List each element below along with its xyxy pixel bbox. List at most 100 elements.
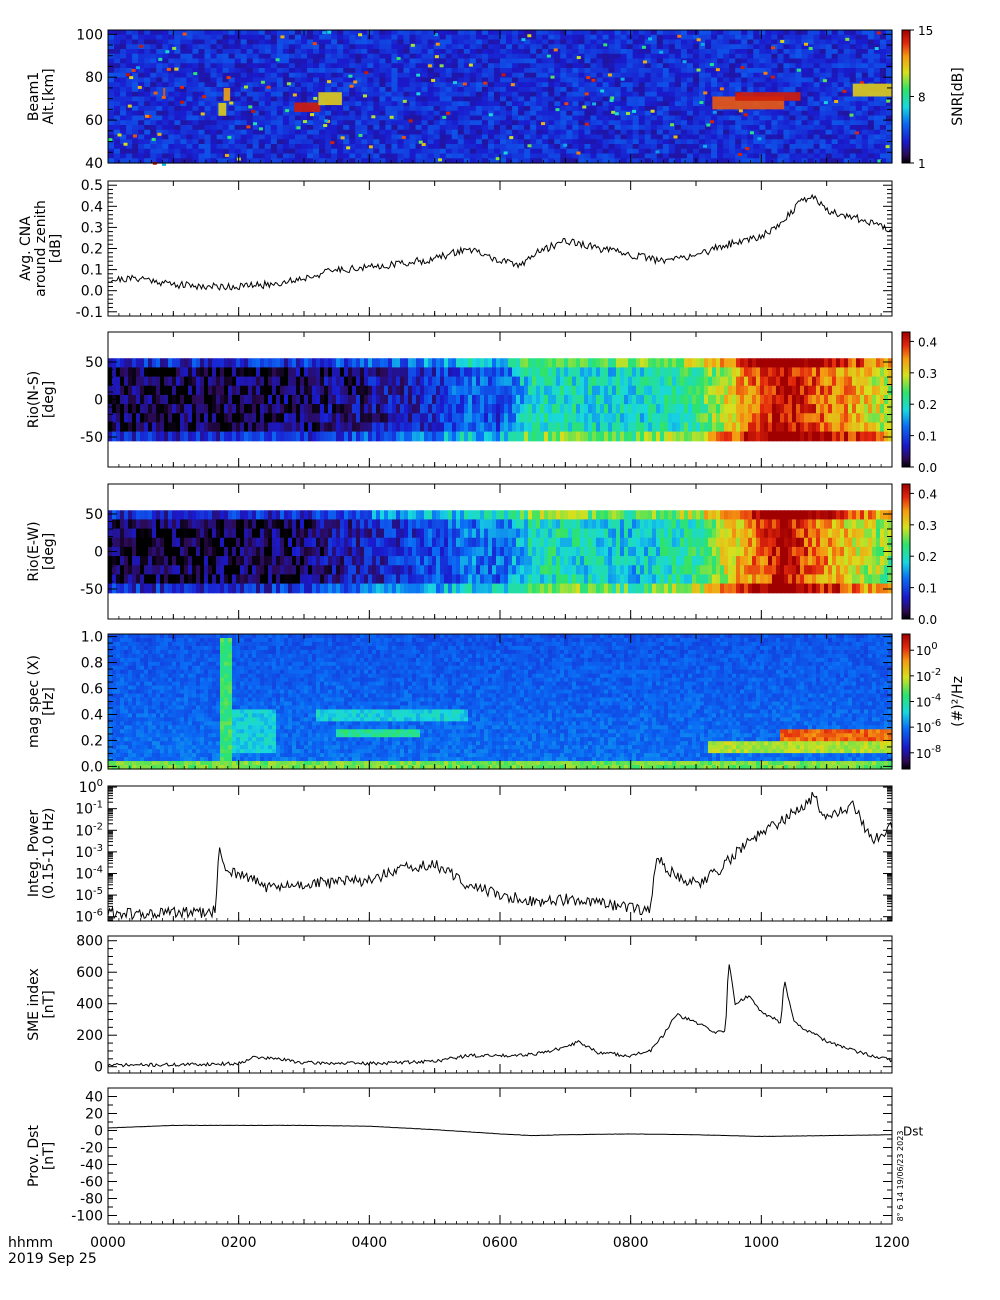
heatmap-cell	[198, 91, 206, 98]
heatmap-cell	[481, 120, 489, 126]
heatmap-cell	[148, 385, 153, 396]
heatmap-cell	[288, 30, 296, 36]
heatmap-cell	[240, 129, 248, 136]
heatmap-cell	[500, 148, 507, 155]
heatmap-cell	[162, 39, 169, 45]
heatmap-cell	[156, 129, 163, 136]
heatmap-cell	[861, 144, 869, 150]
heatmap-cell	[624, 376, 629, 387]
heatmap-cell	[699, 77, 706, 83]
heatmap-cell	[524, 431, 529, 442]
heatmap-speck	[260, 80, 265, 84]
heatmap-cell	[409, 44, 417, 50]
heatmap-cell	[735, 44, 742, 50]
heatmap-cell	[492, 358, 497, 369]
heatmap-cell	[156, 106, 163, 112]
heatmap-cell	[114, 153, 121, 159]
heatmap-cell	[409, 120, 417, 126]
heatmap-cell	[116, 422, 121, 433]
heatmap-cell	[282, 82, 290, 88]
heatmap-cell	[108, 144, 115, 150]
heatmap-cell	[325, 87, 332, 93]
heatmap-cell	[355, 153, 362, 159]
heatmap-cell	[584, 68, 592, 74]
heatmap-cell	[397, 153, 405, 159]
heatmap-cell	[174, 120, 181, 126]
heatmap-cell	[668, 77, 676, 83]
heatmap-cell	[584, 129, 592, 136]
heatmap-cell	[807, 110, 815, 117]
heatmap-cell	[392, 431, 397, 442]
heatmap-cell	[686, 91, 694, 98]
heatmap-cell	[644, 125, 652, 131]
heatmap-cell	[656, 148, 664, 155]
heatmap-cell	[258, 68, 266, 74]
heatmap-cell	[548, 404, 553, 414]
heatmap-cell	[126, 34, 133, 41]
heatmap-cell	[124, 367, 129, 378]
heatmap-cell	[867, 101, 875, 107]
heatmap-cell	[240, 139, 248, 145]
heatmap-cell	[819, 96, 827, 102]
heatmap-cell	[308, 404, 313, 414]
heatmap-cell	[114, 120, 121, 126]
heatmap-cell	[801, 110, 809, 117]
heatmap-cell	[364, 422, 369, 433]
heatmap-cell	[837, 63, 845, 69]
heatmap-cell	[867, 110, 875, 117]
heatmap-cell	[385, 129, 393, 136]
heatmap-cell	[313, 158, 320, 164]
heatmap-cell	[268, 367, 273, 378]
heatmap-cell	[180, 34, 187, 41]
heatmap-speck	[202, 95, 207, 99]
heatmap-cell	[692, 72, 700, 79]
heatmap-cell	[644, 63, 652, 69]
heatmap-cell	[138, 153, 145, 159]
heatmap-cell	[234, 129, 242, 136]
heatmap-cell	[439, 106, 447, 112]
heatmap-cell	[168, 106, 175, 112]
heatmap-cell	[325, 49, 332, 55]
heatmap-cell	[468, 385, 473, 396]
heatmap-cell	[150, 82, 157, 88]
heatmap-cell	[325, 58, 332, 64]
heatmap-cell	[451, 153, 459, 159]
heatmap-cell	[409, 82, 417, 88]
heatmap-speck	[620, 77, 625, 81]
heatmap-cell	[439, 148, 447, 155]
heatmap-cell	[867, 115, 875, 121]
heatmap-cell	[240, 110, 248, 117]
heatmap-cell	[480, 413, 485, 424]
heatmap-cell	[632, 82, 640, 88]
heatmap-cell	[292, 376, 297, 387]
heatmap-cell	[580, 358, 585, 369]
heatmap-cell	[638, 134, 646, 140]
heatmap-cell	[232, 385, 237, 396]
heatmap-cell	[114, 139, 121, 145]
heatmap-cell	[518, 49, 525, 55]
heatmap-cell	[192, 91, 200, 98]
heatmap-cell	[288, 413, 293, 424]
heatmap-cell	[188, 376, 193, 387]
heatmap-cell	[548, 77, 555, 83]
heatmap-cell	[220, 394, 225, 405]
heatmap-cell	[819, 82, 827, 88]
heatmap-cell	[795, 72, 803, 79]
heatmap-cell	[506, 77, 513, 83]
heatmap-cell	[590, 120, 598, 126]
heatmap-cell	[530, 34, 537, 41]
heatmap-cell	[632, 115, 640, 121]
heatmap-cell	[506, 39, 513, 45]
heatmap-cell	[544, 431, 549, 442]
heatmap-speck	[401, 135, 406, 139]
heatmap-cell	[424, 376, 429, 387]
heatmap-cell	[741, 148, 748, 155]
heatmap-cell	[440, 413, 445, 424]
heatmap-cell	[373, 34, 380, 41]
heatmap-cell	[831, 148, 839, 155]
heatmap-cell	[180, 39, 187, 45]
heatmap-cell	[602, 144, 610, 150]
heatmap-cell	[152, 385, 157, 396]
heatmap-cell	[192, 82, 200, 88]
heatmap-cell	[150, 139, 157, 145]
